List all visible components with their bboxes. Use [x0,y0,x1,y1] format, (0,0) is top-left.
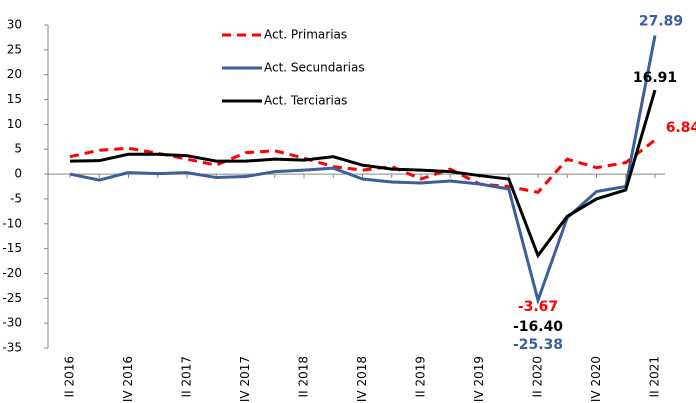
data-label: -3.67 [518,299,558,315]
x-tick-label: IV 2017 [238,356,252,402]
data-label: 27.89 [639,13,683,29]
y-tick-label: -35 [2,341,22,355]
y-tick-label: 15 [7,92,22,106]
series-line [69,89,657,259]
y-tick-label: 20 [7,67,22,81]
x-tick-label: II 2016 [63,356,77,397]
data-label: 16.91 [633,70,677,86]
y-tick-label: -10 [2,216,22,230]
data-label: -16.40 [513,319,563,335]
y-tick-label: -15 [2,241,22,255]
x-tick-label: II 2019 [414,356,428,397]
legend-label: Act. Terciarias [264,94,347,108]
x-tick-label: II 2018 [297,356,311,397]
x-tick-label: II 2017 [180,356,194,397]
legend-label: Act. Primarias [264,28,347,42]
x-tick-label: IV 2018 [355,356,369,402]
data-label: 6.84 [666,120,696,136]
x-tick-label: IV 2016 [121,356,135,402]
y-tick-label: -30 [2,316,22,330]
data-label: -25.38 [513,337,563,353]
y-tick-label: 25 [7,42,22,56]
legend-label: Act. Secundarias [264,61,365,75]
y-tick-label: 10 [7,117,22,131]
x-tick-label: IV 2020 [589,356,603,402]
x-tick-label: II 2020 [531,356,545,397]
series-line [69,35,657,306]
x-tick-label: IV 2019 [472,356,486,402]
y-tick-label: 5 [14,142,22,156]
y-tick-label: -25 [2,291,22,305]
x-tick-label: II 2021 [648,356,662,397]
y-tick-label: -20 [2,266,22,280]
y-tick-label: -5 [10,191,22,205]
y-tick-label: 0 [14,167,22,181]
y-tick-label: 30 [7,18,22,32]
